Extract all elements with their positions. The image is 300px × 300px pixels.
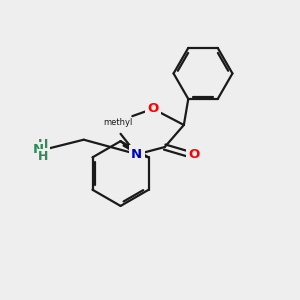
Text: N: N (32, 143, 44, 157)
Text: H: H (38, 138, 48, 151)
Text: methyl: methyl (103, 118, 132, 127)
Text: H: H (38, 150, 48, 163)
Text: N: N (131, 148, 142, 161)
Text: O: O (147, 102, 159, 115)
Text: O: O (188, 148, 200, 161)
